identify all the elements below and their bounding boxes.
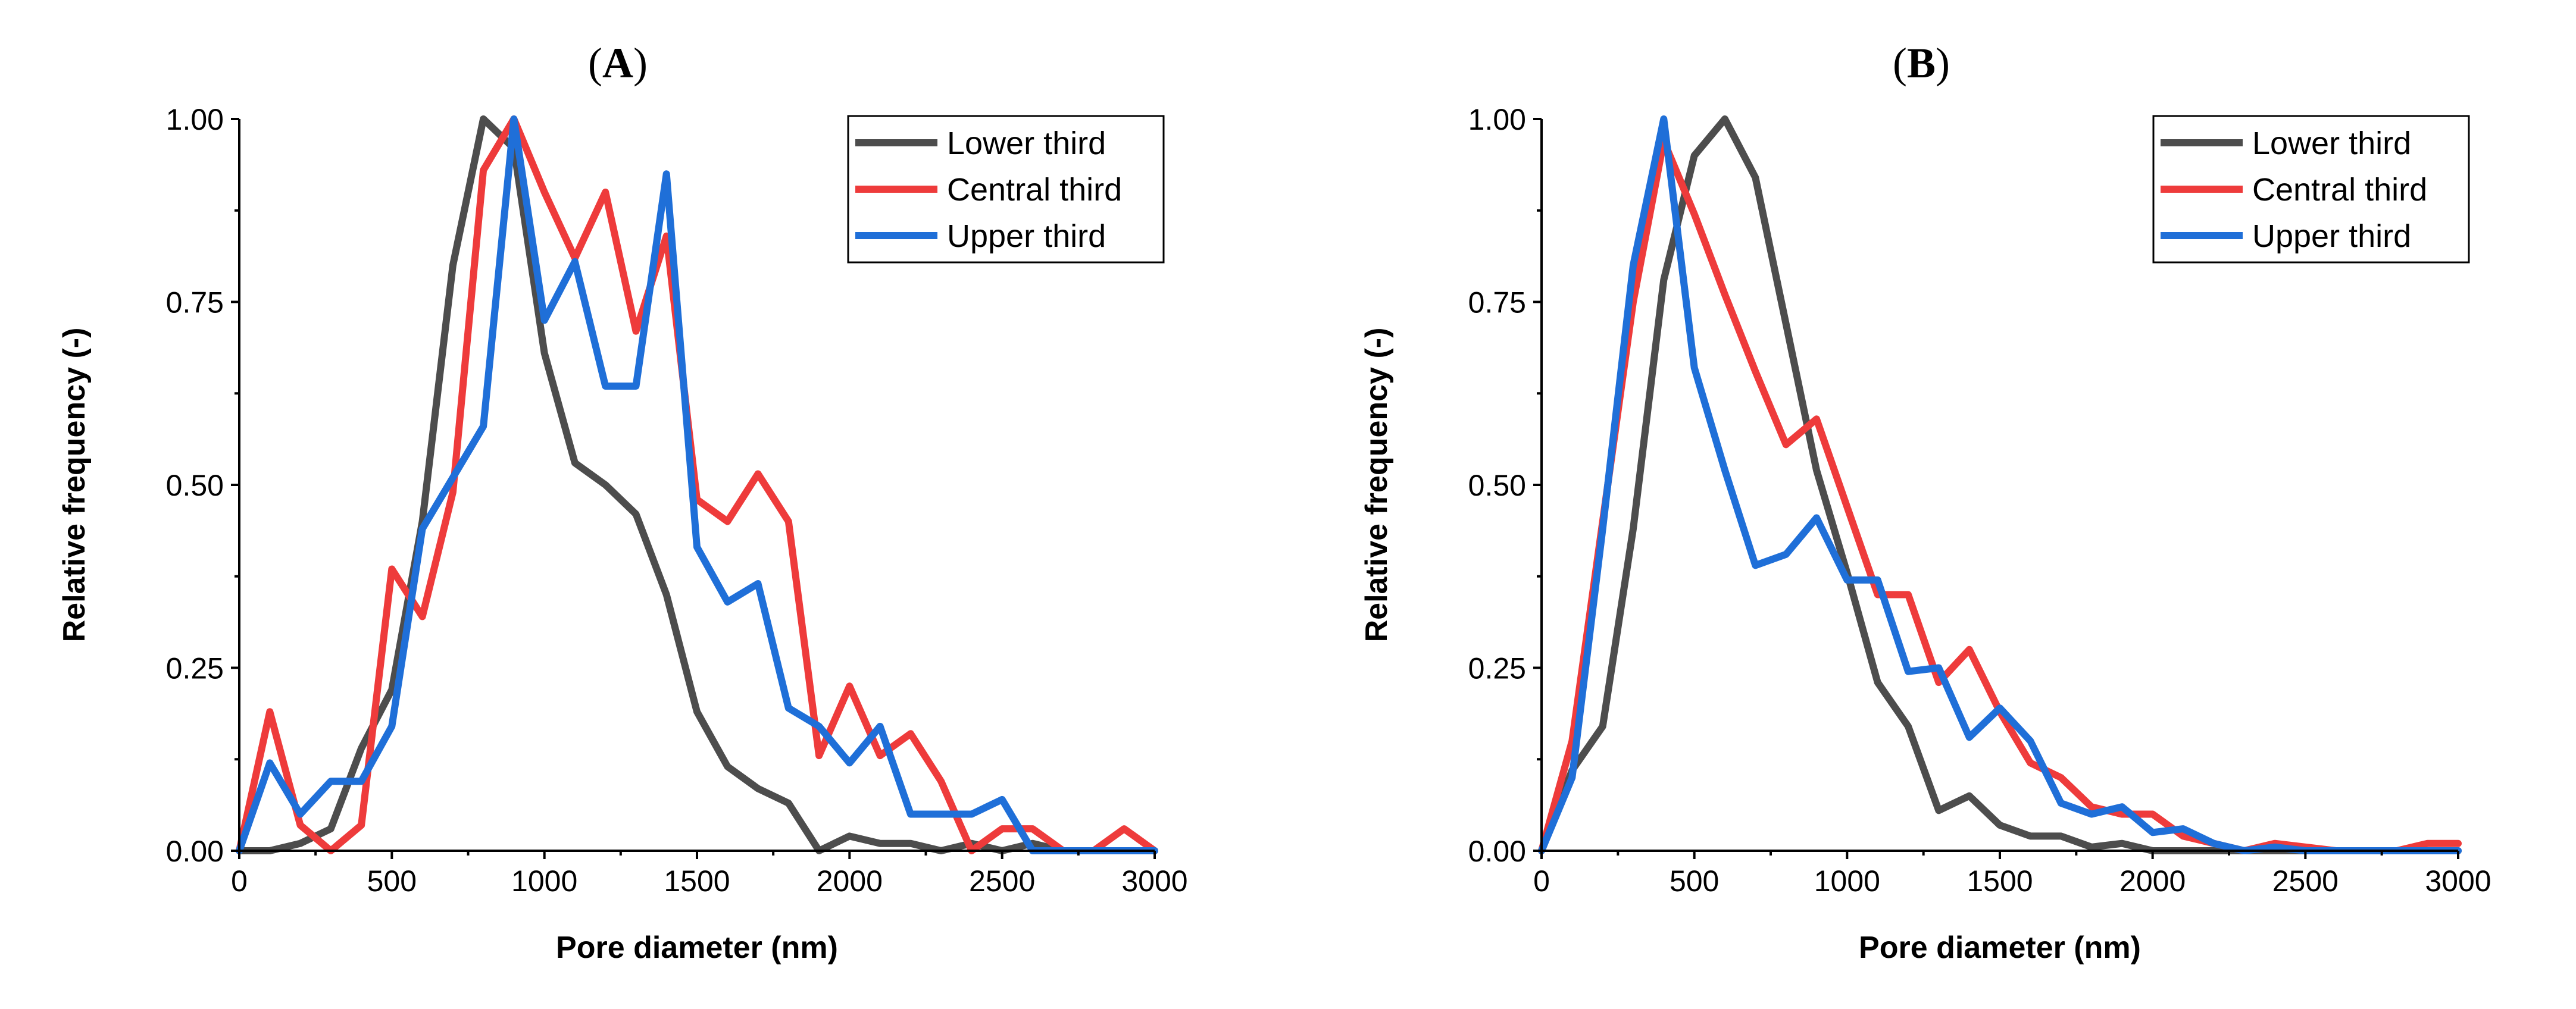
- panel-b-y-tick-label: 1.00: [1468, 103, 1526, 136]
- panel-a-x-tick-label: 3000: [1121, 864, 1187, 898]
- panel-b-y-tick-label: 0.75: [1468, 286, 1526, 319]
- panel-b-x-tick-label: 3000: [2425, 864, 2491, 898]
- panel-b-x-tick-label: 2500: [2272, 864, 2339, 898]
- panel-b-x-tick-label: 1000: [1814, 864, 1880, 898]
- panel-b-y-tick-label: 0.50: [1468, 469, 1526, 502]
- panel-a-series-line-central-third: [236, 115, 1158, 854]
- panel-a-legend-label-central-third: Central third: [947, 172, 1122, 208]
- panel-b-x-axis-title: Pore diameter (nm): [1859, 930, 2141, 965]
- panel-a-label-open: (: [588, 39, 602, 87]
- panel-a-legend: Lower third Central third Upper third: [847, 115, 1165, 264]
- panel-a-y-tick-label: 0.50: [166, 469, 224, 502]
- panel-a-x-tick-label: 0: [231, 864, 248, 898]
- panel-a-x-tick-label: 1500: [664, 864, 730, 898]
- panel-a-x-tick-label: 2500: [969, 864, 1035, 898]
- panel-a-x-tick-label: 1000: [511, 864, 577, 898]
- panel-a-x-axis-title: Pore diameter (nm): [556, 930, 838, 965]
- panel-b-x-tick-label: 0: [1533, 864, 1550, 898]
- panel-a-legend-label-lower-third: Lower third: [947, 126, 1106, 161]
- panel-a-x-tick-label: 2000: [817, 864, 883, 898]
- panel-b-y-tick-label: 0.00: [1468, 835, 1526, 868]
- panel-a-y-axis-title: Relative frequency (-): [57, 328, 92, 643]
- panel-a-label-letter: A: [602, 39, 633, 87]
- panel-b-label-close: ): [1936, 39, 1950, 87]
- panel-a-y-tick-label: 0.25: [166, 652, 224, 685]
- panel-a-legend-label-upper-third: Upper third: [947, 218, 1106, 254]
- panel-a-y-tick-label: 1.00: [166, 103, 224, 136]
- panel-b-legend-label-lower-third: Lower third: [2252, 126, 2411, 161]
- chart-panel-b: (B) 0 500 1000 1500 2000 2500 3000 0.00 0.25 0.50 0…: [1359, 39, 2491, 965]
- panel-b-label-open: (: [1893, 39, 1907, 87]
- chart-panel-a: (A) 0 500 1000 1500 2000 2500 3000 0.00 0.25 0.50 0…: [57, 39, 1188, 965]
- panel-b-x-tick-label: 500: [1670, 864, 1719, 898]
- panel-a-y-tick-label: 0.75: [166, 286, 224, 319]
- panel-a-series-line-upper-third: [236, 115, 1158, 854]
- panel-b-y-axis-title: Relative frequency (-): [1359, 328, 1394, 643]
- panel-a-label: (A): [588, 39, 648, 87]
- panel-b-x-tick-label: 1500: [1967, 864, 2033, 898]
- panel-b-legend: Lower third Central third Upper third: [2152, 115, 2470, 264]
- panel-a-y-tick-label: 0.00: [166, 835, 224, 868]
- panel-b-x-tick-label: 2000: [2119, 864, 2186, 898]
- panel-b-legend-label-central-third: Central third: [2252, 172, 2427, 208]
- panel-b-y-tick-label: 0.25: [1468, 652, 1526, 685]
- panel-a-x-tick-label: 500: [367, 864, 417, 898]
- panel-a-label-close: ): [633, 39, 648, 87]
- panel-b-legend-label-upper-third: Upper third: [2252, 218, 2411, 254]
- panel-b-label: (B): [1893, 39, 1950, 87]
- panel-b-label-letter: B: [1907, 39, 1936, 87]
